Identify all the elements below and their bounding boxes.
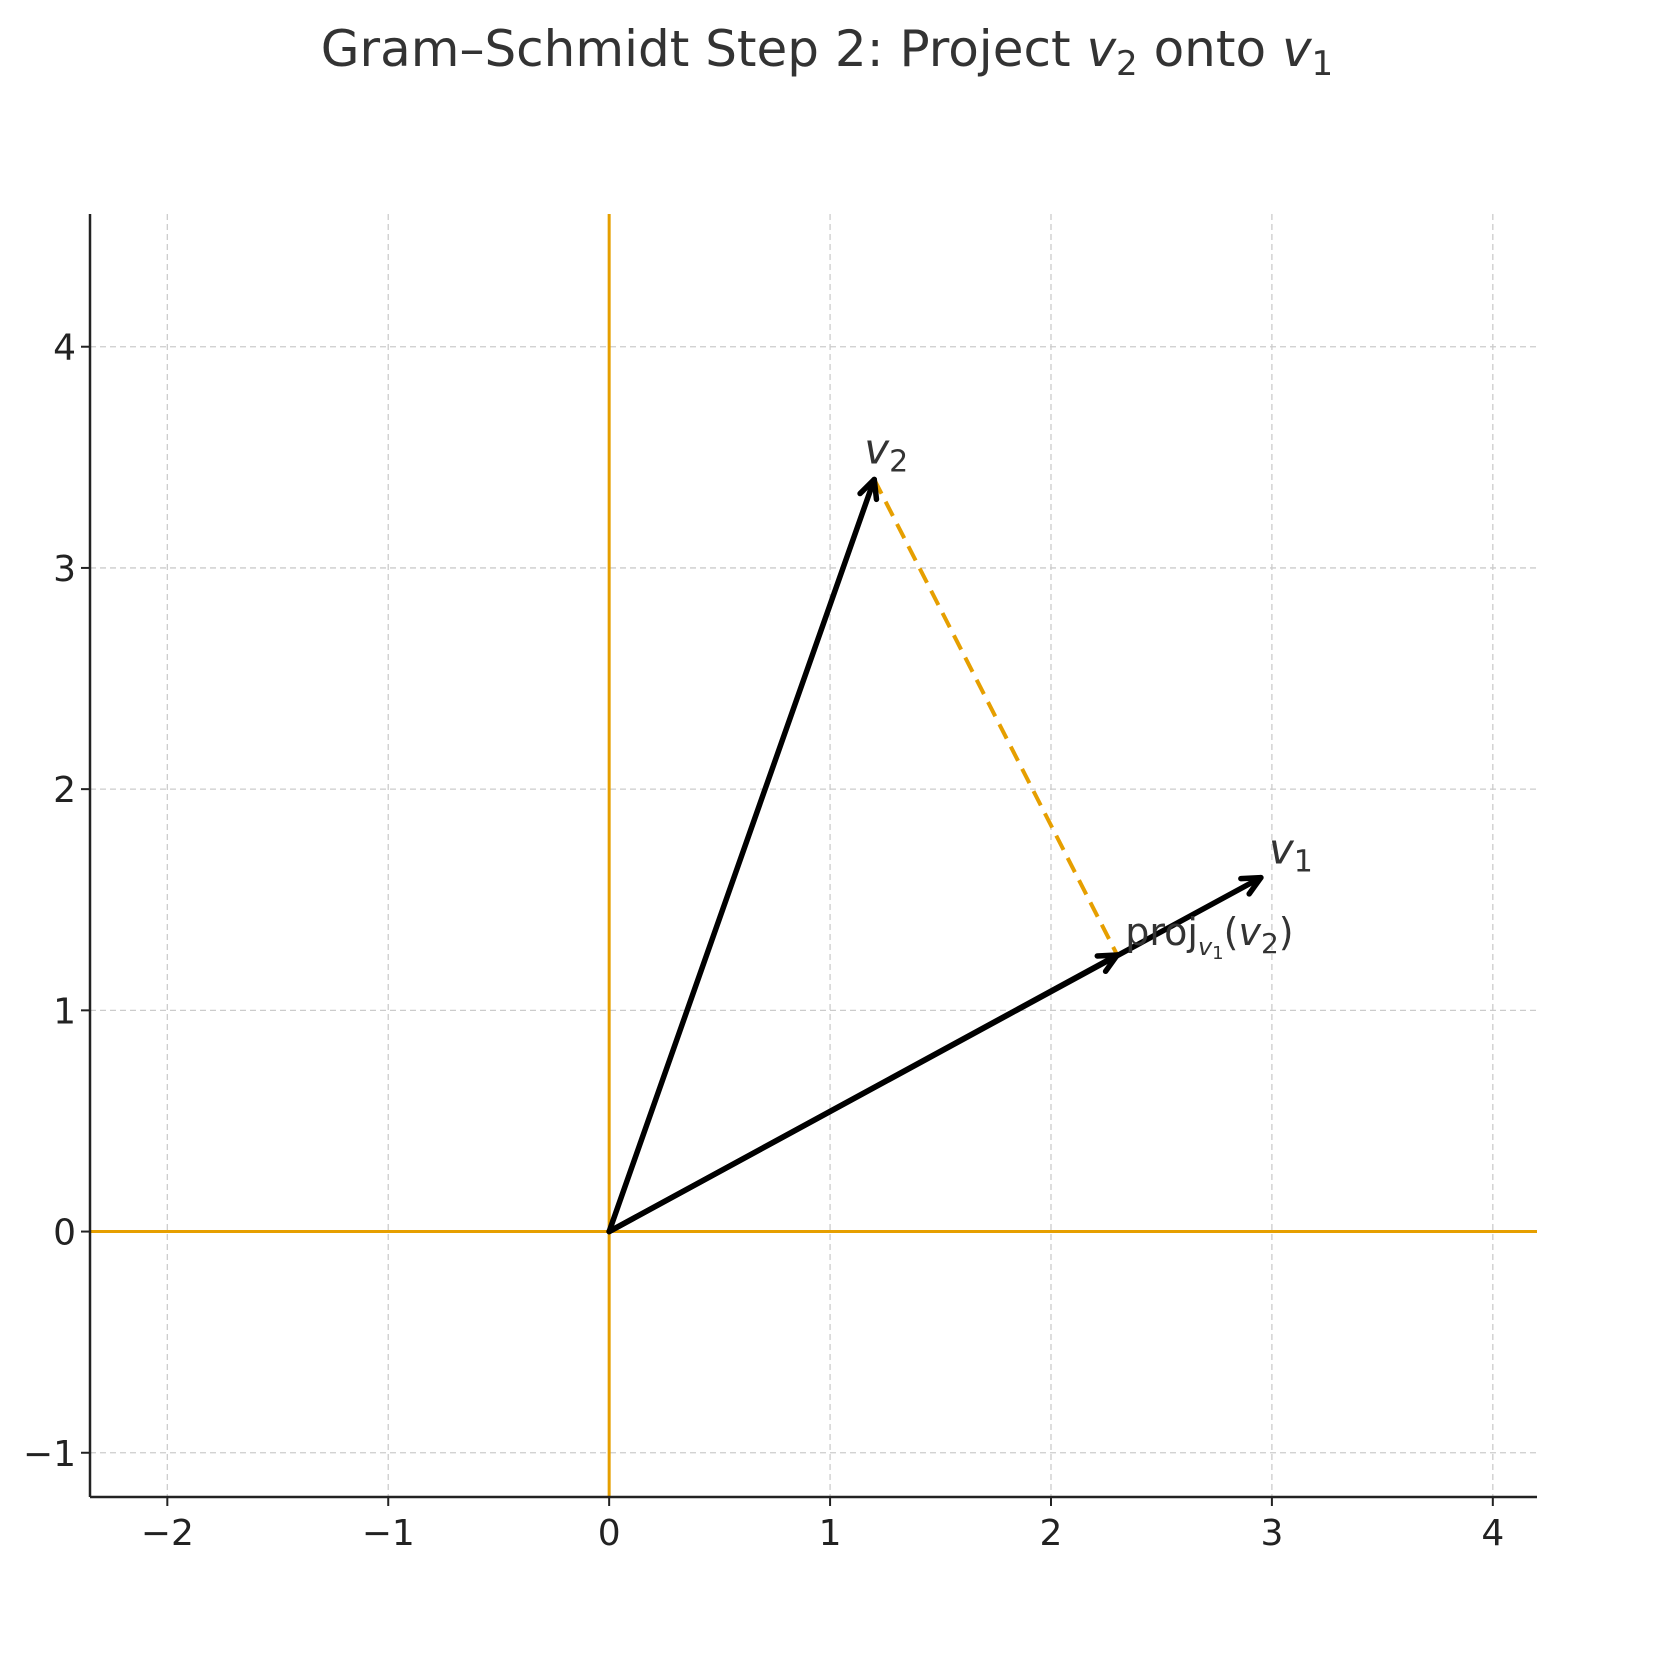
vector-v2-shaft	[606, 476, 878, 1235]
vector-v2-arrowhead	[857, 476, 880, 503]
perpendicular-dashed-line-group	[872, 478, 1120, 956]
y-tick-label-1: 0	[53, 1213, 76, 1254]
x-tick-label-6: 4	[1481, 1513, 1504, 1554]
chart-title: Gram–Schmidt Step 2: Project v2 onto v1	[321, 20, 1333, 84]
y-axis-ticks: −1 0 1 2 3 4	[23, 328, 90, 1475]
y-tick-label-5: 4	[53, 328, 76, 369]
y-tick-label-0: −1	[23, 1434, 76, 1475]
projection-label: projv1(v2)	[1125, 910, 1293, 964]
x-tick-label-5: 3	[1260, 1513, 1283, 1554]
plot-frame	[88, 214, 1537, 1499]
y-tick-label-2: 1	[53, 991, 76, 1032]
vector-proj-shaft	[606, 952, 1121, 1235]
y-tick-label-4: 3	[53, 549, 76, 590]
x-tick-label-2: 0	[598, 1513, 621, 1554]
x-tick-label-3: 1	[819, 1513, 842, 1554]
vector-proj-arrowhead	[1094, 952, 1121, 975]
y-tick-label-3: 2	[53, 770, 76, 811]
x-tick-label-0: −2	[141, 1513, 194, 1554]
vector-v2	[606, 476, 880, 1235]
vector-v1-arrowhead	[1238, 874, 1264, 897]
vector-proj	[606, 952, 1121, 1235]
x-tick-label-4: 2	[1040, 1513, 1063, 1554]
v2-label: v2	[864, 424, 908, 479]
x-axis-ticks: −2 −1 0 1 2 3 4	[141, 1497, 1504, 1554]
zero-axis-lines	[90, 214, 1537, 1497]
vectors	[606, 476, 1264, 1235]
v1-label: v1	[1269, 825, 1313, 880]
x-tick-label-1: −1	[362, 1513, 415, 1554]
perpendicular-dashed-line	[872, 478, 1120, 956]
grid	[90, 214, 1537, 1497]
